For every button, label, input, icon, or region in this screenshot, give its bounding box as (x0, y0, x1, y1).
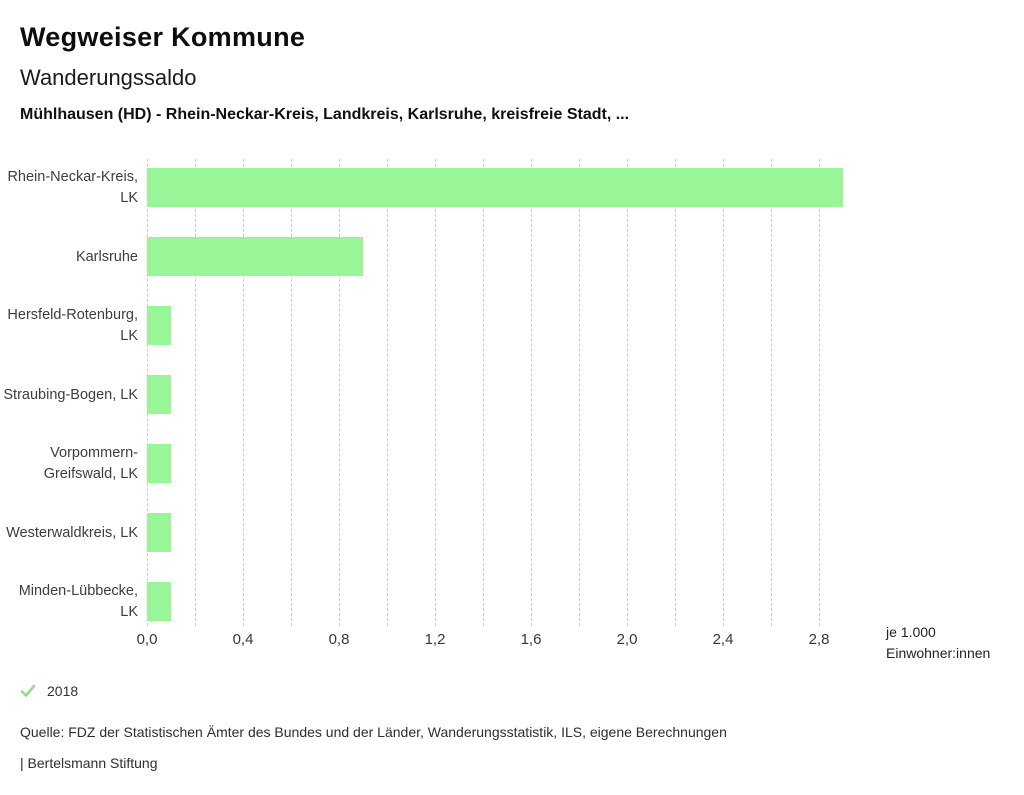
x-tick-label-2,4: 2,4 (712, 631, 734, 648)
category-label-2: Karlsruhe (75, 248, 138, 265)
x-axis-unit-line1: je 1.000 (886, 624, 936, 640)
x-tick-label-2,8: 2,8 (808, 631, 830, 648)
category-label-6: Westerwaldkreis, LK (6, 524, 138, 541)
page-title: Wegweiser Kommune (20, 22, 306, 52)
x-tick-label-0,4: 0,4 (232, 631, 254, 648)
category-label-3: Hersfeld-Rotenburg, LK (7, 307, 138, 344)
x-tick-label-1,6: 1,6 (520, 631, 542, 648)
gridline-x-2.8 (819, 159, 820, 626)
chart-description: Mühlhausen (HD) - Rhein-Neckar-Kreis, La… (20, 106, 630, 123)
gridline-x-0.4 (243, 159, 244, 626)
bar-2 (147, 237, 363, 276)
bar-5 (147, 444, 171, 483)
bar-4 (147, 375, 171, 414)
chart-title: Wanderungssaldo (20, 65, 197, 90)
gridline-x-0.6 (291, 159, 292, 626)
gridline-x-2.2 (675, 159, 676, 626)
x-axis-unit-line2: Einwohner:innen (886, 645, 991, 661)
category-label-7: Minden-Lübbecke, LK (18, 583, 138, 620)
source-text: Quelle: FDZ der Statistischen Ämter des … (20, 724, 727, 740)
gridline-x-0.2 (195, 159, 196, 626)
gridline-x-1.2 (435, 159, 436, 626)
gridline-x-1.8 (579, 159, 580, 626)
gridline-x-2.0 (627, 159, 628, 626)
gridline-x-1.4 (483, 159, 484, 626)
legend-year-label: 2018 (47, 683, 79, 699)
bar-6 (147, 513, 171, 552)
gridline-x-2.6 (771, 159, 772, 626)
x-tick-label-0,0: 0,0 (136, 631, 158, 648)
gridline-x-2.4 (723, 159, 724, 626)
gridline-x-0.8 (339, 159, 340, 626)
category-label-1: Rhein-Neckar-Kreis, LK (7, 169, 138, 206)
gridline-x-1.0 (387, 159, 388, 626)
bar-3 (147, 306, 171, 345)
x-tick-label-0,8: 0,8 (328, 631, 350, 648)
bar-7 (147, 582, 171, 621)
category-label-4: Straubing-Bogen, LK (3, 386, 138, 403)
x-tick-label-2,0: 2,0 (616, 631, 638, 648)
x-axis-unit-label: je 1.000 Einwohner:innen (886, 622, 990, 664)
legend-item-2018[interactable]: 2018 (20, 683, 78, 699)
category-label-5: Vorpommern-Greifswald, LK (43, 445, 138, 482)
x-tick-label-1,2: 1,2 (424, 631, 446, 648)
branding-text: | Bertelsmann Stiftung (20, 755, 158, 771)
bar-1 (147, 168, 843, 207)
gridline-x-1.6 (531, 159, 532, 626)
checkmark-icon (20, 684, 36, 698)
